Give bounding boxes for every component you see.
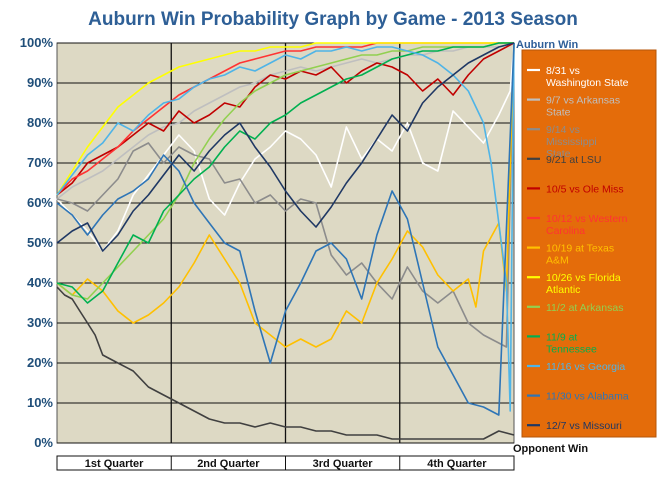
- legend-entry: 8/31 vs Washington State: [546, 65, 629, 89]
- series-line-12: [56, 42, 515, 416]
- series-line-10: [56, 42, 514, 304]
- y-tick-label: 80%: [27, 115, 53, 130]
- y-tick-label: 60%: [27, 195, 53, 210]
- legend-entry: 11/9 at Tennessee: [546, 331, 597, 355]
- legend-entry: 10/26 vs Florida Atlantic: [546, 272, 621, 296]
- y-tick-label: 100%: [20, 35, 54, 50]
- y-tick-label: 0%: [34, 435, 53, 450]
- legend-entry: 11/16 vs Georgia: [546, 361, 625, 373]
- series-line-8: [56, 42, 514, 196]
- legend-entry: 9/14 vs Mississippi State: [546, 124, 597, 160]
- auburn-win-label: Auburn Win: [516, 39, 578, 51]
- legend-entry: 10/19 at Texas A&M: [546, 243, 614, 267]
- series-line-13: [56, 42, 515, 252]
- y-tick-label: 50%: [27, 235, 53, 250]
- legend-entry: 11/2 at Arkansas: [546, 302, 623, 314]
- y-tick-label: 10%: [27, 395, 53, 410]
- y-tick-label: 90%: [27, 75, 53, 90]
- series-line-5: [56, 42, 515, 196]
- series-line-9: [56, 42, 514, 300]
- quarter-label: 3rd Quarter: [313, 458, 374, 470]
- opponent-win-label: Opponent Win: [513, 443, 588, 455]
- legend-box: [521, 49, 657, 438]
- legend-entry: 10/12 vs Western Carolina: [546, 213, 628, 237]
- y-tick-label: 70%: [27, 155, 53, 170]
- quarter-bar: 1st Quarter 2nd Quarter 3rd Quarter 4th Qua…: [56, 455, 515, 471]
- series-line-11: [56, 42, 515, 412]
- legend-entry: 10/5 vs Ole Miss: [546, 183, 624, 195]
- series-line-1: [56, 42, 515, 252]
- legend: 8/31 vs Washington State 9/7 vs Arkansas St…: [527, 65, 629, 432]
- grid-lines: [57, 42, 514, 444]
- legend-entry: 9/21 at LSU: [546, 154, 601, 166]
- series-line-4: [56, 286, 515, 440]
- quarter-label: 2nd Quarter: [197, 458, 260, 470]
- quarter-label: 1st Quarter: [85, 458, 144, 470]
- series-lines: [56, 42, 515, 440]
- legend-entry: 9/7 vs Arkansas State: [546, 95, 620, 119]
- legend-entry: 11/30 vs Alabama: [546, 391, 629, 403]
- series-line-3: [56, 42, 515, 348]
- y-tick-label: 20%: [27, 355, 53, 370]
- legend-entry: 12/7 vs Missouri: [546, 420, 622, 432]
- y-tick-label: 40%: [27, 275, 53, 290]
- y-tick-label: 30%: [27, 315, 53, 330]
- chart-title: Auburn Win Probability Graph by Game - 2…: [88, 9, 578, 30]
- quarter-label: 4th Quarter: [427, 458, 487, 470]
- y-axis-ticks: 0% 10% 20% 30% 40% 50% 60% 70% 80% 90% 100%: [20, 35, 54, 450]
- series-line-7: [56, 42, 515, 348]
